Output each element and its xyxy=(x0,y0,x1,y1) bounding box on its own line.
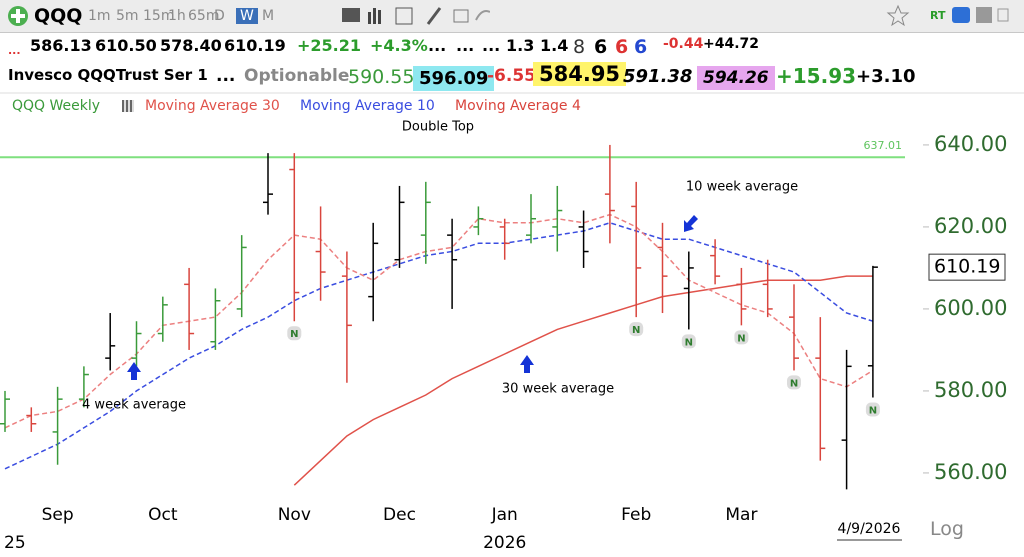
x-tick-label: Dec xyxy=(383,505,416,525)
scale-mode[interactable]: Log xyxy=(930,518,964,540)
quote-value: 8 xyxy=(573,36,586,58)
quote-value: ... xyxy=(428,36,447,55)
signal-badge xyxy=(287,326,302,341)
interval-button[interactable]: 1h xyxy=(168,8,186,24)
legend-entry[interactable]: Moving Average 30 xyxy=(145,98,280,114)
signal-badge xyxy=(865,402,880,417)
signal-badge xyxy=(787,375,801,390)
info-value: 596.09 xyxy=(413,66,495,91)
y-tick-label: 560.00 xyxy=(934,460,1007,484)
grid-icon[interactable] xyxy=(122,100,134,112)
info-value: Invesco QQQTrust Ser 1 xyxy=(8,66,208,84)
quote-value: 6 xyxy=(634,36,648,58)
info-value: 591.38 xyxy=(623,66,693,87)
info-value: +15.93 xyxy=(776,64,857,88)
signal-label: N xyxy=(790,378,798,389)
legend-entry[interactable]: Moving Average 10 xyxy=(300,98,435,114)
signal-label: N xyxy=(869,405,877,416)
signal-label: N xyxy=(685,337,693,348)
x-tick-label: Nov xyxy=(278,505,311,525)
quote-value: ... xyxy=(456,36,475,55)
quote-value: 1.4 xyxy=(540,36,569,55)
quote-value: -0.44 xyxy=(663,36,704,52)
quote-value: +25.21 xyxy=(297,36,362,55)
info-value: ... xyxy=(216,66,236,86)
y-tick-label: 620.00 xyxy=(934,214,1007,238)
annotation: 30 week average xyxy=(502,382,614,397)
signal-label: N xyxy=(632,325,640,336)
quote-value: 6 xyxy=(594,36,608,58)
info-value: -6.55 xyxy=(487,66,536,86)
quote-value: 1.3 xyxy=(506,36,535,55)
arrow xyxy=(684,215,698,232)
annotation: 4 week average xyxy=(82,398,186,413)
interval-button[interactable]: M xyxy=(262,8,275,24)
interval-button[interactable]: 15m xyxy=(143,8,175,24)
x-tick-label: Oct xyxy=(148,505,178,525)
info-value: 584.95 xyxy=(533,62,627,86)
interval-button[interactable]: 1m xyxy=(88,8,111,24)
quote-value: +4.3% xyxy=(370,36,428,55)
x-tick-label: Jan xyxy=(491,505,518,525)
signal-label: N xyxy=(737,333,745,344)
info-value: 590.55 xyxy=(348,66,415,88)
legend-entry[interactable]: Moving Average 4 xyxy=(455,98,581,114)
last-price-box xyxy=(928,253,1006,281)
annotation: Double Top xyxy=(402,120,474,135)
quote-value: 610.50 xyxy=(95,36,157,55)
info-value: +3.10 xyxy=(856,66,916,87)
symbol[interactable]: QQQ xyxy=(34,5,83,27)
moving-average-line xyxy=(293,275,873,486)
last-price: 610.19 xyxy=(934,256,1000,278)
right-icons[interactable] xyxy=(950,4,1010,28)
quote-value: ... xyxy=(482,36,501,55)
quote-value: 610.19 xyxy=(224,36,286,55)
moving-average-line xyxy=(4,213,874,429)
signal-badge xyxy=(629,322,644,337)
interval-button[interactable]: 65m xyxy=(188,8,220,24)
signal-label: N xyxy=(290,329,298,340)
signal-badge xyxy=(681,334,696,349)
y-tick-label: 640.00 xyxy=(934,132,1007,156)
info-value: Optionable xyxy=(244,66,350,86)
star-icon[interactable] xyxy=(886,4,910,28)
quote-value: 586.13 xyxy=(30,36,92,55)
info-value: 594.26 xyxy=(697,66,775,90)
arrow xyxy=(520,355,534,373)
toolbar: QQQ 1m 5m 15m 1h 65m D W M RT xyxy=(0,0,1024,33)
interval-button[interactable]: 5m xyxy=(116,8,139,24)
tool-icons[interactable] xyxy=(340,4,490,28)
x-tick-label: Sep xyxy=(42,505,74,525)
last-date: 4/9/2026 xyxy=(838,521,901,537)
y-tick-label: 580.00 xyxy=(934,378,1007,402)
quote-value: +44.72 xyxy=(703,36,760,52)
interval-button[interactable]: D xyxy=(214,8,225,24)
signal-badge xyxy=(734,330,749,345)
add-icon[interactable] xyxy=(6,4,30,28)
quote-value: 6 xyxy=(615,36,629,58)
y-tick-label: 600.00 xyxy=(934,296,1007,320)
moving-average-line xyxy=(4,222,874,470)
x-tick-label: Feb xyxy=(621,505,651,525)
annotation: 10 week average xyxy=(686,180,798,195)
quote-value: 578.40 xyxy=(160,36,222,55)
interval-button[interactable]: W xyxy=(236,8,258,24)
reference-label: 637.01 xyxy=(864,139,903,152)
legend-symbol[interactable]: QQQ Weekly xyxy=(12,98,101,114)
arrow xyxy=(127,362,141,380)
year-label: 2026 xyxy=(483,533,526,553)
rt[interactable]: RT xyxy=(930,9,946,22)
x-tick-label: Mar xyxy=(725,505,757,525)
quote-value: ... xyxy=(8,44,21,57)
year-label: 25 xyxy=(4,533,26,553)
